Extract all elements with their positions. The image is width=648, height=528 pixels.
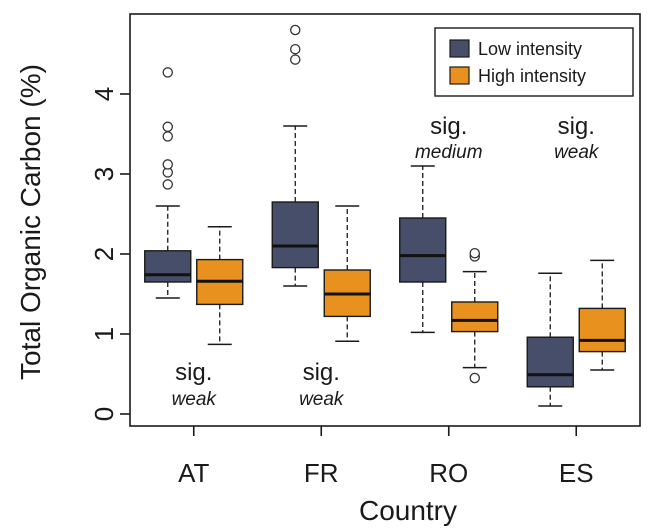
significance-label: sig. [303,359,340,386]
y-tick-label: 0 [89,407,119,421]
box-plot [271,24,319,287]
significance-label: sig. [430,113,467,140]
y-tick-label: 3 [89,167,119,181]
significance-label: sig. [558,113,595,140]
legend-swatch [449,39,470,58]
box-plot [578,259,626,371]
legend-label: High intensity [478,66,586,86]
box-plot [196,226,244,346]
outlier-point [289,43,301,55]
outlier-point [162,179,173,190]
x-tick-label: ES [559,458,594,488]
box-plot [451,247,499,384]
box-body [451,301,499,333]
outlier-point [162,131,173,142]
plot-frame [129,13,641,427]
outlier-point [289,24,301,36]
outlier-point [289,54,301,65]
x-tick-label: AT [178,458,209,488]
outlier-point [469,372,480,384]
legend-label: Low intensity [478,39,582,59]
y-axis-title: Total Organic Carbon (%) [15,64,46,380]
plot-border [129,13,641,427]
significance-level: weak [299,389,345,410]
y-axis: 0 1 2 3 4 [89,87,130,421]
box-body [271,201,319,269]
significance-level: weak [172,389,218,410]
legend: Low intensity High intensity [434,27,634,97]
y-tick-label: 1 [89,327,119,341]
box-body [526,336,574,388]
box-plot [323,205,371,342]
y-tick-label: 4 [89,87,119,101]
x-tick-label: FR [304,458,339,488]
outlier-point [162,67,173,78]
significance-level: medium [415,142,483,163]
significance-level: weak [554,142,600,163]
y-tick-label: 2 [89,247,119,261]
significance-label: sig. [175,359,212,386]
box-body [578,307,626,353]
x-tick-label: RO [429,458,468,488]
box-body [399,217,447,283]
boxes [144,24,626,407]
outlier-point [469,247,480,259]
x-axis: AT FR RO ES [178,426,594,488]
box-plot [399,165,447,334]
box-plot [526,272,574,407]
outlier-point [162,121,173,133]
box-body [144,250,192,283]
x-axis-title: Country [359,495,457,526]
legend-swatch [449,66,470,85]
outlier-point [162,159,173,170]
legend-box [434,27,634,97]
box-plot [144,67,192,299]
